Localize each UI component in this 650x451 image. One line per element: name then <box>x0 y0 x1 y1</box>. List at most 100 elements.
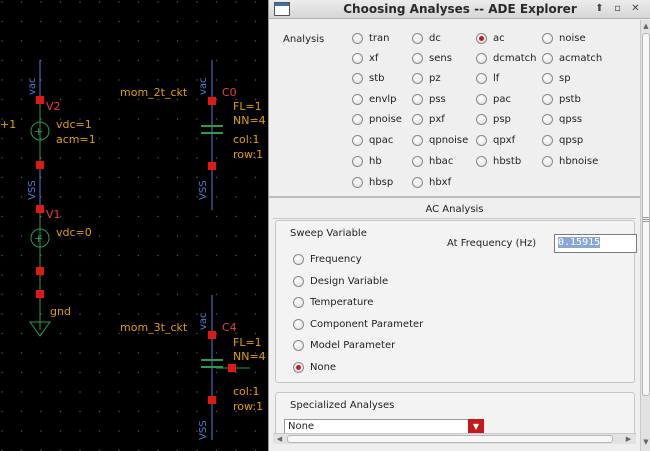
horizontal-scroll-thumb[interactable] <box>287 435 613 443</box>
radio-pac[interactable]: pac <box>476 92 511 106</box>
radio-hbxf[interactable]: hbxf <box>412 175 451 189</box>
radio-acmatch[interactable]: acmatch <box>542 51 602 65</box>
radio-button[interactable] <box>352 52 363 64</box>
radio-hbstb[interactable]: hbstb <box>476 154 521 168</box>
radio-qpss[interactable]: qpss <box>542 112 582 126</box>
at-frequency-input[interactable]: 0.15915 <box>554 234 637 253</box>
radio-qpac[interactable]: qpac <box>352 133 393 147</box>
radio-button[interactable] <box>476 52 487 64</box>
vertical-scroll-thumb[interactable] <box>642 33 650 396</box>
scroll-up-icon[interactable]: ▲ <box>643 22 649 30</box>
maximize-icon[interactable]: ▫ <box>614 3 621 14</box>
radio-button[interactable] <box>352 113 363 125</box>
sweep-temperature[interactable]: Temperature <box>293 295 373 309</box>
sweep-design-variable[interactable]: Design Variable <box>293 274 388 288</box>
title-bar[interactable]: Choosing Analyses -- ADE Explorer ⬆ ▫ ✕ <box>269 0 650 19</box>
radio-noise[interactable]: noise <box>542 31 586 45</box>
close-icon[interactable]: ✕ <box>631 3 640 14</box>
radio-button[interactable] <box>293 275 304 287</box>
radio-hbnoise[interactable]: hbnoise <box>542 154 598 168</box>
radio-button[interactable] <box>352 72 363 84</box>
radio-button[interactable] <box>293 296 304 308</box>
radio-button[interactable] <box>412 155 423 167</box>
scroll-right-icon[interactable]: ▶ <box>625 435 632 443</box>
radio-button[interactable] <box>476 113 487 125</box>
sweep-model-parameter[interactable]: Model Parameter <box>293 338 395 352</box>
specialized-value: None <box>288 421 315 432</box>
pin <box>208 162 216 170</box>
radio-button[interactable] <box>412 134 423 146</box>
radio-button[interactable] <box>542 52 553 64</box>
radio-psp[interactable]: psp <box>476 112 511 126</box>
radio-button-selected[interactable] <box>476 32 487 44</box>
radio-button[interactable] <box>542 113 553 125</box>
radio-hb[interactable]: hb <box>352 154 382 168</box>
radio-hbsp[interactable]: hbsp <box>352 175 393 189</box>
scroll-down-icon[interactable]: ▼ <box>643 438 649 446</box>
radio-button[interactable] <box>352 176 363 188</box>
divider <box>273 218 636 219</box>
radio-lf[interactable]: lf <box>476 71 499 85</box>
radio-button[interactable] <box>352 93 363 105</box>
radio-qpxf[interactable]: qpxf <box>476 133 515 147</box>
radio-button[interactable] <box>412 93 423 105</box>
sweep-none[interactable]: None <box>293 360 336 374</box>
radio-button[interactable] <box>412 52 423 64</box>
chevron-down-icon[interactable]: ▼ <box>468 419 484 435</box>
radio-button[interactable] <box>412 32 423 44</box>
radio-button[interactable] <box>412 113 423 125</box>
radio-dcmatch[interactable]: dcmatch <box>476 51 536 65</box>
sweep-component-parameter[interactable]: Component Parameter <box>293 317 423 331</box>
radio-button[interactable] <box>412 176 423 188</box>
shade-icon[interactable]: ⬆ <box>595 3 604 14</box>
radio-button[interactable] <box>542 155 553 167</box>
radio-button[interactable] <box>352 155 363 167</box>
vertical-scrollbar[interactable]: ▲ ▼ <box>640 20 650 451</box>
radio-button[interactable] <box>542 93 553 105</box>
c0-param-row: row:1 <box>233 148 263 161</box>
radio-button[interactable] <box>476 134 487 146</box>
radio-button-selected[interactable] <box>293 361 304 373</box>
radio-button[interactable] <box>476 155 487 167</box>
svg-text:+: + <box>34 232 43 245</box>
radio-button[interactable] <box>352 134 363 146</box>
net-label-vac-3: vac <box>198 312 209 330</box>
pin <box>36 205 44 213</box>
radio-dc[interactable]: dc <box>412 31 441 45</box>
radio-stb[interactable]: stb <box>352 71 384 85</box>
radio-button[interactable] <box>293 253 304 265</box>
radio-button[interactable] <box>412 72 423 84</box>
radio-envlp[interactable]: envlp <box>352 92 397 106</box>
radio-button[interactable] <box>542 134 553 146</box>
radio-button[interactable] <box>293 339 304 351</box>
radio-button[interactable] <box>542 32 553 44</box>
radio-button[interactable] <box>542 72 553 84</box>
radio-sp[interactable]: sp <box>542 71 571 85</box>
radio-sens[interactable]: sens <box>412 51 452 65</box>
c4-label: C4 <box>222 321 237 334</box>
radio-pss[interactable]: pss <box>412 92 446 106</box>
radio-pstb[interactable]: pstb <box>542 92 581 106</box>
net-label-vss-2: VSS <box>198 180 209 200</box>
radio-pxf[interactable]: pxf <box>412 112 445 126</box>
radio-hbac[interactable]: hbac <box>412 154 453 168</box>
v2-param-acm: acm=1 <box>56 133 96 146</box>
radio-button[interactable] <box>476 72 487 84</box>
radio-tran[interactable]: tran <box>352 31 390 45</box>
radio-pnoise[interactable]: pnoise <box>352 112 402 126</box>
radio-pz[interactable]: pz <box>412 71 441 85</box>
horizontal-scrollbar[interactable]: ◀ ▶ <box>273 433 636 444</box>
c4-param-row: row:1 <box>233 400 263 413</box>
sweep-frequency[interactable]: Frequency <box>293 252 362 266</box>
radio-qpnoise[interactable]: qpnoise <box>412 133 468 147</box>
pane-splitter[interactable] <box>269 196 640 198</box>
radio-button[interactable] <box>476 93 487 105</box>
radio-xf[interactable]: xf <box>352 51 378 65</box>
radio-button[interactable] <box>293 318 304 330</box>
radio-ac[interactable]: ac <box>476 31 505 45</box>
window-icon[interactable] <box>274 2 290 16</box>
radio-qpsp[interactable]: qpsp <box>542 133 583 147</box>
pin <box>208 97 216 105</box>
radio-button[interactable] <box>352 32 363 44</box>
scroll-left-icon[interactable]: ◀ <box>276 435 283 443</box>
